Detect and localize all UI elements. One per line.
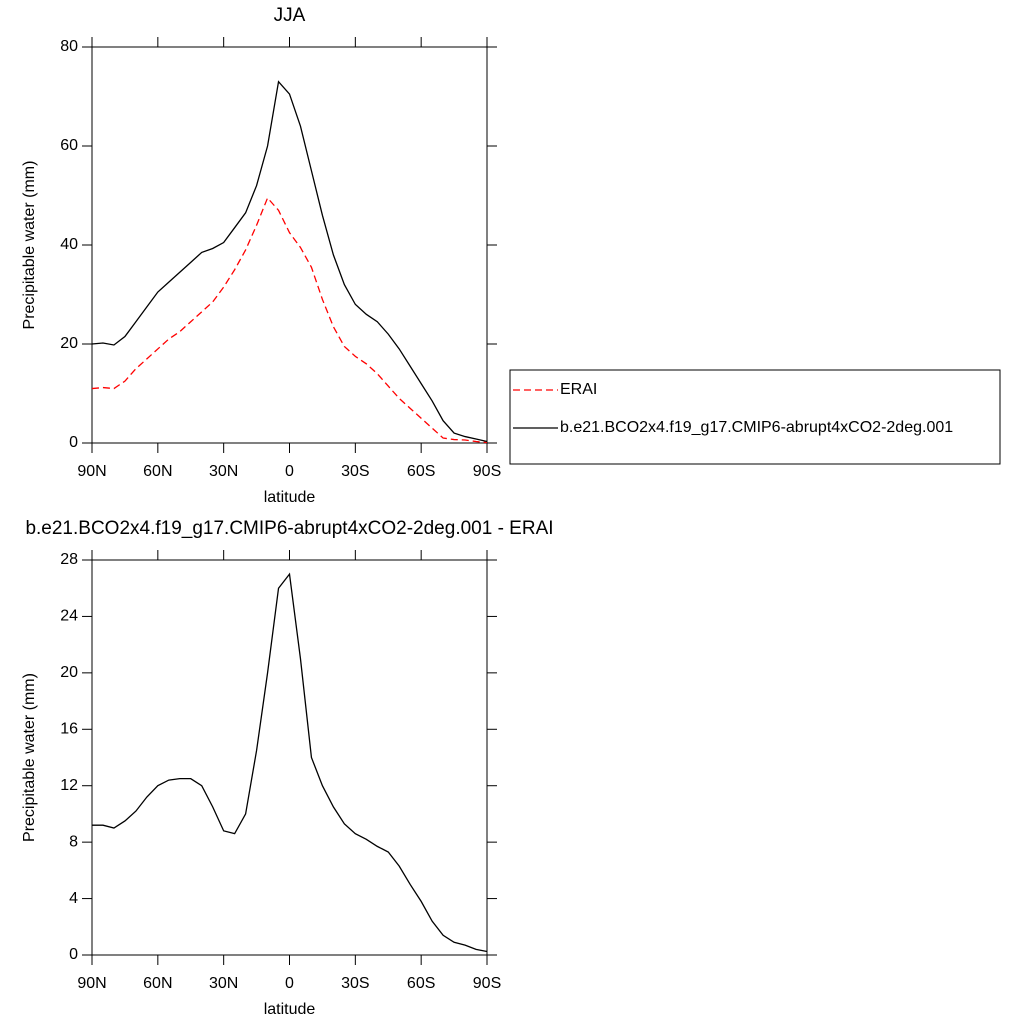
x-tick-label: 60N: [143, 463, 172, 480]
y-tick-label: 60: [60, 137, 78, 154]
data-line: [92, 572, 488, 953]
data-line: [91, 80, 488, 443]
chart-title: b.e21.BCO2x4.f19_g17.CMIP6-abrupt4xCO2-2…: [25, 518, 553, 539]
data-line: [91, 196, 488, 444]
y-tick-label: 0: [69, 434, 78, 451]
x-tick-label: 60S: [407, 463, 435, 480]
x-tick-label: 90S: [473, 975, 501, 992]
x-tick-label: 60S: [407, 975, 435, 992]
x-tick-label: 30N: [209, 463, 238, 480]
x-axis-label: latitude: [264, 1001, 316, 1018]
y-tick-label: 4: [69, 890, 78, 907]
y-tick-label: 80: [60, 38, 78, 55]
y-tick-label: 20: [60, 664, 78, 681]
x-tick-label: 0: [285, 975, 294, 992]
x-tick-label: 30N: [209, 975, 238, 992]
x-tick-label: 60N: [143, 975, 172, 992]
plot-frame: [91, 559, 488, 956]
y-axis-label: Precipitable water (mm): [21, 161, 38, 330]
x-tick-label: 30S: [341, 975, 369, 992]
y-tick-label: 24: [60, 608, 78, 625]
plot-frame: [91, 46, 488, 444]
x-tick-label: 90N: [77, 975, 106, 992]
y-axis-label: Precipitable water (mm): [21, 673, 38, 842]
legend-box: [509, 369, 1001, 465]
x-tick-label: 90N: [77, 463, 106, 480]
y-tick-label: 20: [60, 335, 78, 352]
y-tick-label: 0: [69, 946, 78, 963]
y-tick-label: 28: [60, 551, 78, 568]
x-tick-label: 0: [285, 463, 294, 480]
legend-label: b.e21.BCO2x4.f19_g17.CMIP6-abrupt4xCO2-2…: [560, 419, 953, 436]
x-tick-label: 30S: [341, 463, 369, 480]
y-tick-label: 8: [69, 833, 78, 850]
x-tick-label: 90S: [473, 463, 501, 480]
legend-label: ERAI: [560, 381, 597, 398]
y-tick-label: 16: [60, 721, 78, 738]
x-axis-label: latitude: [264, 489, 316, 506]
chart-title: JJA: [274, 5, 306, 26]
y-tick-label: 40: [60, 236, 78, 253]
y-tick-label: 12: [60, 777, 78, 794]
